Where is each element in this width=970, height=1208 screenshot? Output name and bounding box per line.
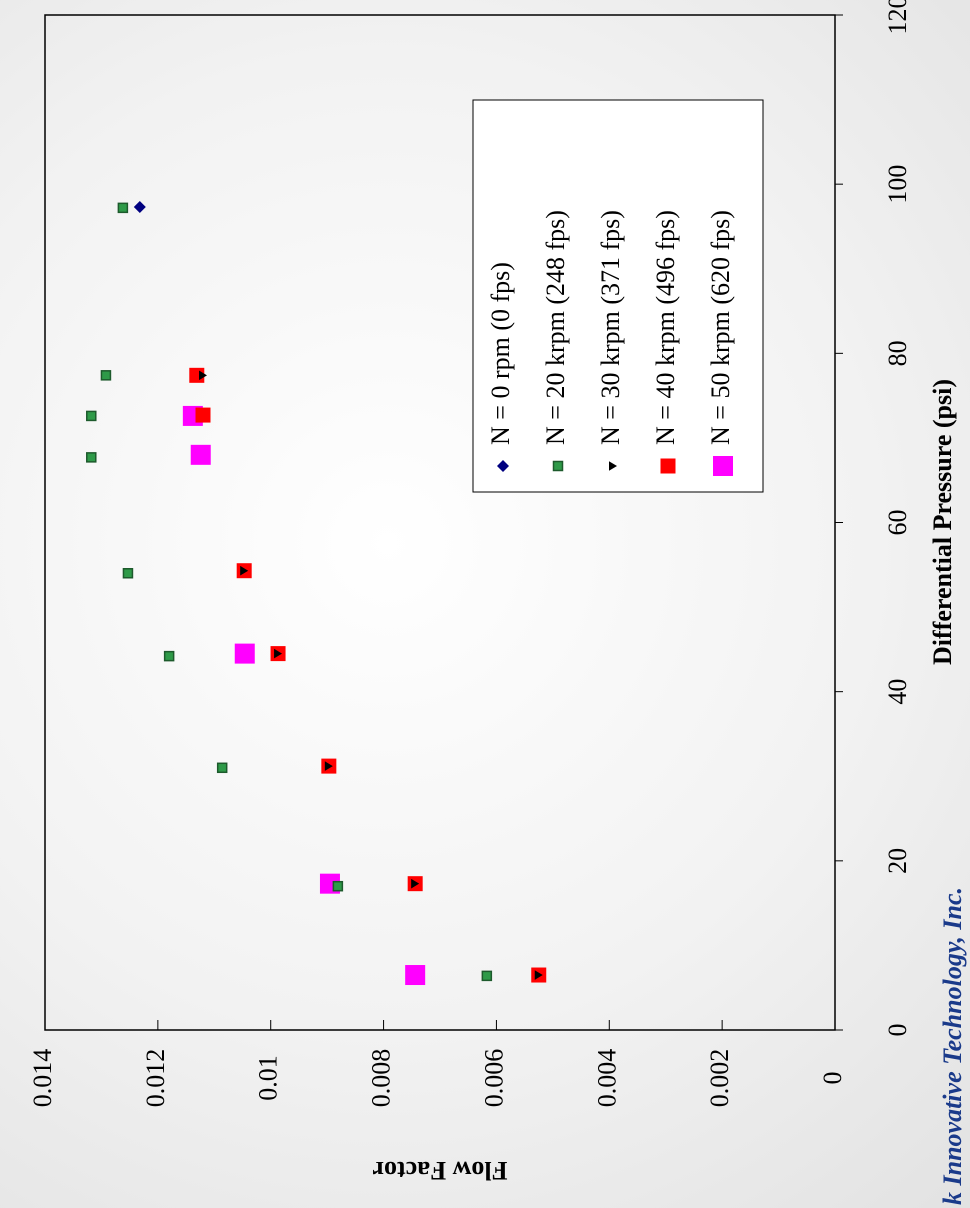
y-tick-label: 0.006 [479,1049,508,1108]
data-point [274,648,283,659]
legend-label: N = 50 krpm (620 fps) [706,210,735,445]
x-tick-label: 100 [883,165,912,204]
legend-box [472,99,764,493]
data-point [324,761,333,771]
legend-marker [713,456,733,476]
legend-label: N = 30 krpm (371 fps) [596,210,625,445]
y-tick-label: 0 [818,1072,847,1085]
legend-marker [552,460,564,472]
data-point [190,444,211,465]
legend-marker [497,460,509,472]
x-tick-label: 120 [883,0,912,35]
data-point [100,370,112,381]
y-tick-label: 0.004 [592,1049,621,1108]
data-point [481,970,493,982]
y-tick-label: 0.012 [141,1049,170,1108]
y-tick-label: 0.01 [254,1055,283,1101]
watermark: k Innovative Technology, Inc. [938,887,967,1205]
x-tick-label: 20 [883,848,912,874]
data-point [234,643,255,664]
data-point [122,568,134,579]
data-point [216,762,228,774]
y-tick-label: 0.002 [705,1049,734,1108]
data-point [332,880,344,892]
x-tick-label: 60 [883,510,912,536]
x-tick-label: 0 [883,1024,912,1037]
y-tick-label: 0.014 [28,1049,57,1108]
legend: N = 0 rpm (0 fps) N = 20 krpm (248 fps) N … [472,99,764,493]
data-point [163,650,175,662]
legend-label: N = 20 krpm (248 fps) [541,210,570,445]
legend-label: N = 40 krpm (496 fps) [651,210,680,445]
legend-marker [660,458,676,474]
y-tick-label: 0.008 [367,1049,396,1108]
y-axis-title: Flow Factor [372,1156,507,1185]
data-point [195,407,211,423]
data-point [86,452,97,463]
x-tick-label: 80 [883,340,912,366]
data-point [86,410,97,422]
data-point [199,370,207,381]
x-tick-label: 40 [883,679,912,705]
data-point [411,878,420,889]
legend-marker [609,461,617,471]
x-axis-title: Differential Pressure (psi) [928,379,957,665]
legend-label: N = 0 rpm (0 fps) [486,262,515,445]
data-point [534,970,543,980]
data-point [117,202,129,214]
data-point [405,965,426,986]
data-point [240,565,249,576]
data-point [133,201,146,214]
